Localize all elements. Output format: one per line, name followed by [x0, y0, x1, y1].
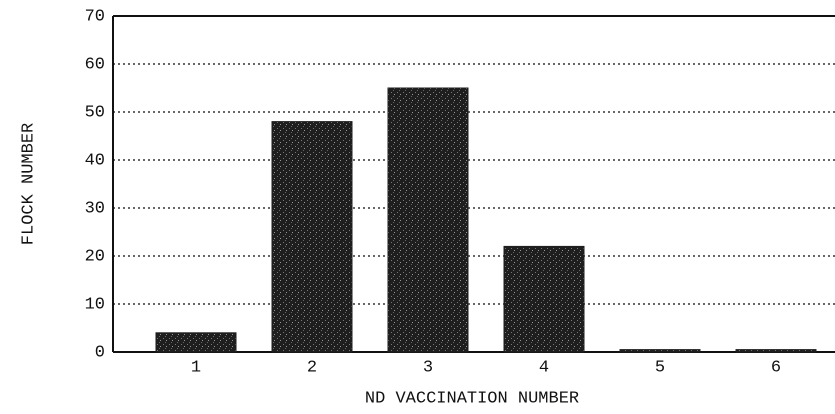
bar	[735, 349, 817, 353]
y-tick-label: 30	[85, 199, 105, 218]
y-tick-label: 10	[85, 295, 105, 314]
y-tick-label: 40	[85, 151, 105, 170]
bar	[503, 245, 585, 353]
y-tick-label: 70	[85, 7, 105, 26]
bar	[155, 332, 237, 353]
x-tick-label: 2	[307, 358, 317, 377]
y-axis-label: FLOCK NUMBER	[19, 123, 38, 245]
y-tick-label: 0	[95, 343, 105, 362]
y-tick-label: 20	[85, 247, 105, 266]
y-tick-label: 50	[85, 103, 105, 122]
x-tick-label: 6	[771, 358, 781, 377]
y-tick-label: 60	[85, 55, 105, 74]
x-tick-label: 5	[655, 358, 665, 377]
x-tick-label: 1	[191, 358, 201, 377]
x-tick-label: 4	[539, 358, 549, 377]
x-axis-label: ND VACCINATION NUMBER	[365, 389, 579, 408]
bar	[619, 349, 701, 353]
bar	[271, 121, 353, 353]
x-tick-label: 3	[423, 358, 433, 377]
bar	[387, 87, 469, 353]
